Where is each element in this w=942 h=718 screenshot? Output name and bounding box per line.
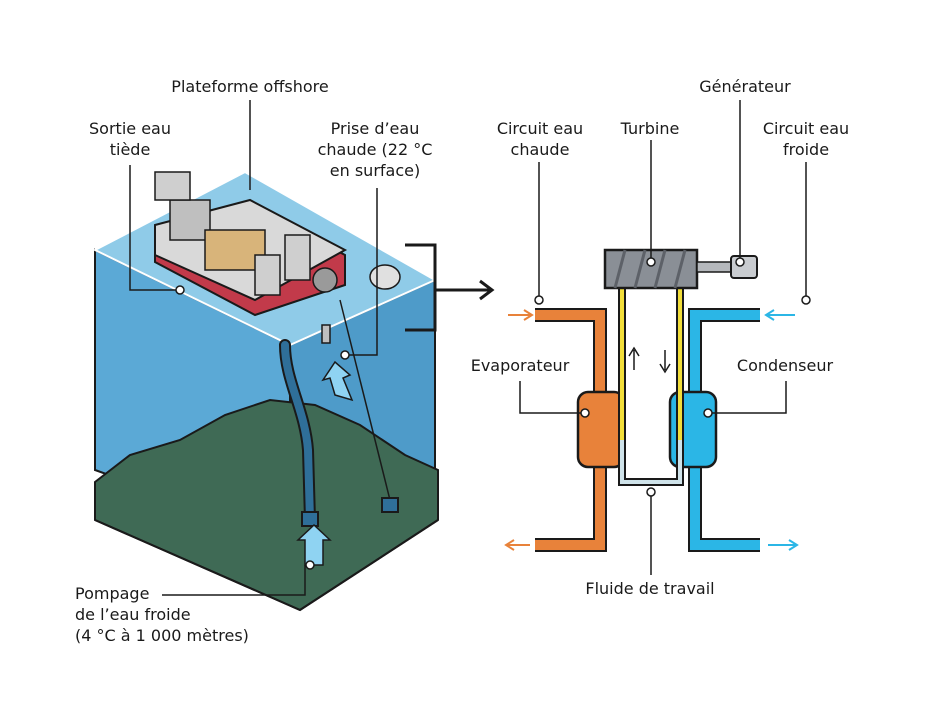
- leader-lines-right: [519, 100, 811, 575]
- label-cold-pump: Pompage de l’eau froide (4 °C à 1 000 mè…: [75, 584, 249, 645]
- flow-up-arrow-icon: [321, 360, 354, 402]
- label-warm-intake: Prise d’eau chaude (22 °C en surface): [317, 119, 433, 180]
- anchor-line: [339, 299, 391, 501]
- buoy: [369, 264, 401, 290]
- label-condenser: Condenseur: [736, 356, 834, 375]
- generator: [730, 255, 758, 279]
- zoom-bracket: [405, 243, 437, 332]
- evaporator: [576, 390, 626, 469]
- seabed-edge: [94, 519, 439, 612]
- label-generator: Générateur: [699, 77, 791, 96]
- pipe-intake: [301, 511, 319, 527]
- label-warm-circuit: Circuit eau chaude: [496, 119, 584, 159]
- leader-lines-left: [129, 100, 378, 596]
- label-evaporator: Evaporateur: [470, 356, 570, 375]
- arrow-right-icon: [479, 279, 495, 301]
- label-warm-outlet: Sortie eau tiède: [89, 119, 171, 159]
- label-turbine: Turbine: [620, 119, 680, 138]
- label-platform: Plateforme offshore: [171, 77, 329, 96]
- anchor-block: [381, 497, 399, 513]
- flow-up-arrow-icon: [296, 523, 332, 566]
- label-working-fluid: Fluide de travail: [585, 579, 715, 598]
- offshore-platform: [154, 171, 348, 344]
- label-cold-circuit: Circuit eau froide: [762, 119, 850, 159]
